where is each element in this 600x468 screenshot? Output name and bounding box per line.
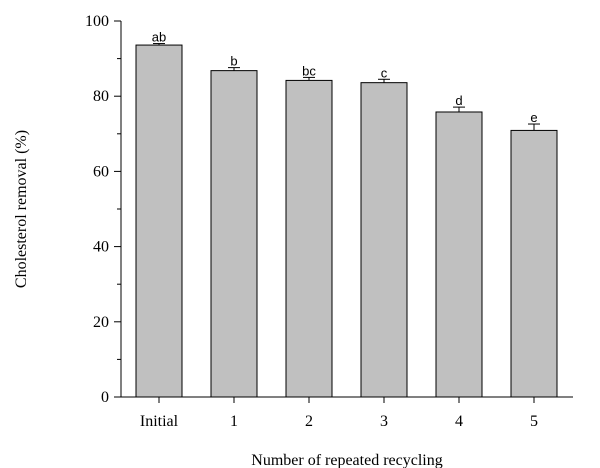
- x-tick-label-2: 2: [305, 413, 313, 430]
- x-tick-label-1: 1: [230, 413, 238, 430]
- y-tick-label-80: 80: [93, 88, 109, 105]
- y-axis-title: Cholesterol removal (%): [13, 130, 30, 288]
- bar-5: [510, 129, 558, 398]
- significance-label-4: d: [455, 93, 462, 108]
- x-axis-title: Number of repeated recycling: [251, 452, 442, 468]
- bars: [135, 44, 558, 398]
- bar-1: [210, 70, 258, 398]
- significance-label-0: ab: [152, 30, 166, 45]
- significance-label-5: e: [530, 110, 537, 125]
- bar-4: [435, 111, 483, 398]
- x-tick-label-4: 4: [455, 413, 463, 430]
- y-tick-label-100: 100: [85, 13, 109, 30]
- x-axis: Initial 1 2 3 4 5: [121, 396, 573, 430]
- significance-label-3: c: [381, 65, 388, 80]
- significance-label-1: b: [230, 54, 237, 69]
- y-tick-label-60: 60: [93, 163, 109, 180]
- error-bars: [153, 43, 540, 131]
- bar-3: [360, 82, 408, 398]
- x-tick-label-3: 3: [380, 413, 388, 430]
- x-tick-label-5: 5: [530, 413, 538, 430]
- significance-label-2: bc: [302, 63, 316, 78]
- x-tick-label-0: Initial: [140, 413, 179, 430]
- y-tick-label-0: 0: [101, 389, 109, 406]
- significance-labels: ab b bc c d e: [152, 30, 538, 125]
- y-axis: 0 20 40 60 80 100: [85, 13, 122, 406]
- bar-0: [135, 44, 183, 398]
- y-tick-label-20: 20: [93, 314, 109, 331]
- y-tick-label-40: 40: [93, 239, 109, 256]
- bar-2: [285, 79, 333, 398]
